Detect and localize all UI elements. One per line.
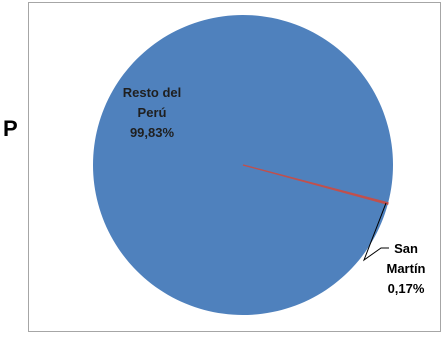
slice-labels: Resto del Perú 99,83% San Martín 0,17%	[123, 85, 426, 296]
label-san-martin-line-1: San	[394, 241, 418, 256]
label-resto-del-peru-line-3: 99,83%	[130, 125, 175, 140]
cropped-heading-letter: P	[3, 116, 18, 141]
pie-slices	[93, 14, 394, 315]
label-san-martin-line-3: 0,17%	[388, 281, 425, 296]
leader-lines	[362, 202, 389, 262]
label-san-martin-line-2: Martín	[387, 261, 426, 276]
chart-frame: Resto del Perú 99,83% San Martín 0,17%	[28, 2, 441, 332]
pie-chart: Resto del Perú 99,83% San Martín 0,17%	[93, 14, 426, 315]
leader-line-san-martin	[362, 202, 389, 262]
label-resto-del-peru-line-2: Perú	[138, 105, 167, 120]
pie-slice-san-martin-edge	[242, 164, 389, 204]
label-resto-del-peru-line-1: Resto del	[123, 85, 182, 100]
